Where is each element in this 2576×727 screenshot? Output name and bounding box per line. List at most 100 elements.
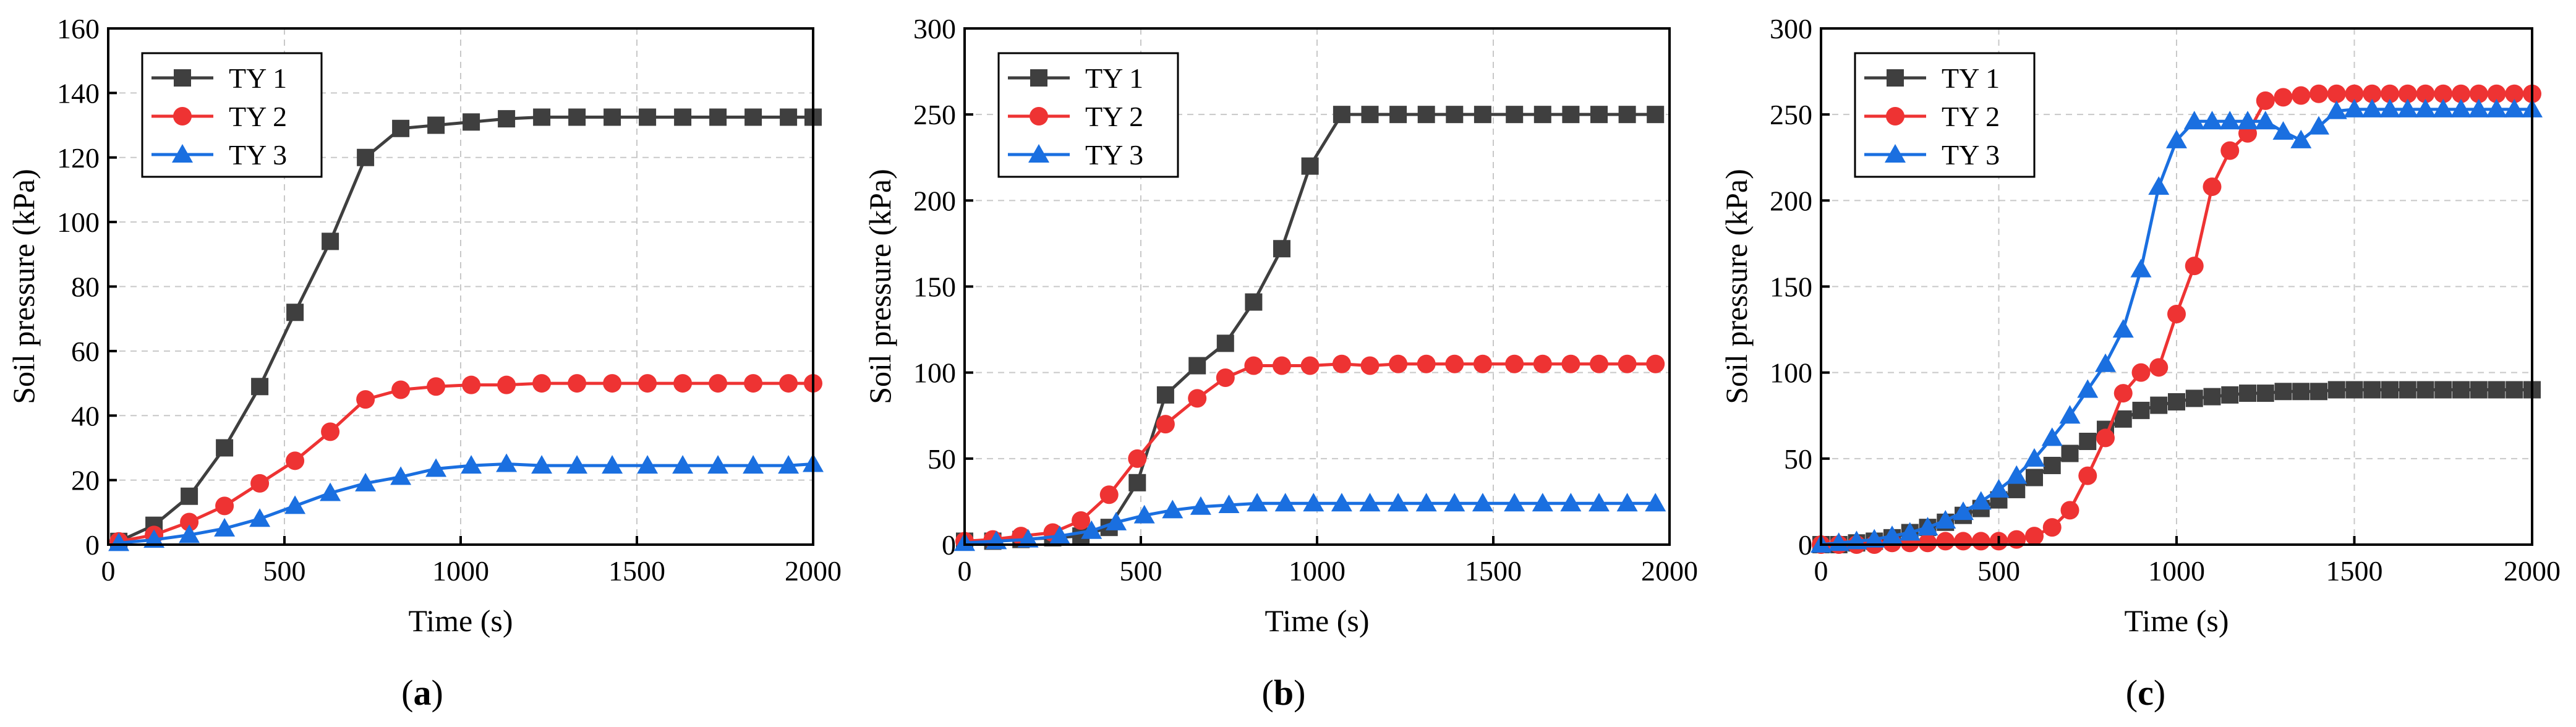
data-point [2274, 383, 2292, 401]
data-point [2166, 129, 2187, 148]
y-tick-label: 250 [913, 99, 956, 130]
chart-panel-a: 0 500 1000 1500 2000 0 20 40 60 80 100 120 140 160 Tim… [6, 13, 842, 713]
data-point [320, 482, 341, 501]
data-point [1988, 478, 2010, 498]
data-point [2345, 84, 2364, 103]
data-point [2077, 379, 2099, 398]
y-tick-label: 160 [57, 13, 100, 45]
data-point [392, 119, 410, 137]
legend-item: TY 1 [151, 62, 287, 94]
x-tick-label: 0 [101, 555, 116, 587]
x-tick-label: 0 [1814, 555, 1828, 587]
legend: TY 1 TY 2 TY 3 [997, 52, 1179, 178]
data-point [2381, 381, 2399, 399]
data-point [1106, 511, 1127, 530]
x-tick-label: 2000 [2504, 555, 2561, 587]
data-point [566, 455, 588, 474]
data-point [2363, 84, 2382, 103]
data-point [1971, 532, 1990, 551]
data-point [2237, 111, 2258, 130]
series-ty-3 [954, 493, 1666, 551]
data-point [1936, 532, 1955, 551]
data-point [1445, 354, 1464, 373]
data-point [2344, 98, 2365, 117]
data-point [251, 378, 269, 396]
legend-marker [172, 144, 193, 163]
series-ty-3 [108, 453, 824, 551]
legend-label: TY 2 [229, 101, 287, 132]
data-point [2452, 84, 2470, 103]
y-tick-label: 140 [57, 77, 100, 109]
series-line [965, 113, 1656, 543]
data-point [744, 374, 763, 393]
legend-label: TY 2 [1942, 101, 2000, 132]
legend-label: TY 3 [1942, 139, 2000, 171]
x-axis-title: Time (s) [2124, 603, 2228, 638]
data-point [498, 110, 516, 128]
data-point [1446, 106, 1464, 124]
data-point [1473, 354, 1492, 373]
data-point [2059, 405, 2081, 424]
data-point [2221, 386, 2239, 404]
data-point [2452, 381, 2470, 399]
data-point [1646, 354, 1665, 373]
data-point [1190, 496, 1211, 515]
legend-item: TY 2 [1008, 101, 1143, 132]
data-point [1505, 354, 1524, 373]
legend-item: TY 3 [1008, 139, 1143, 171]
legend-label: TY 1 [1085, 62, 1143, 94]
data-point [709, 108, 727, 126]
data-point [1532, 493, 1553, 512]
data-point [1970, 491, 1992, 510]
data-point [1616, 493, 1638, 512]
data-point [1245, 293, 1263, 311]
data-point [2363, 381, 2381, 399]
legend: TY 1 TY 2 TY 3 [1854, 52, 2036, 178]
data-point [1417, 354, 1436, 373]
data-point [2310, 383, 2327, 401]
data-point [2041, 427, 2063, 446]
legend-item: TY 1 [1864, 62, 2000, 94]
data-point [2433, 98, 2454, 117]
data-point [1882, 525, 1903, 545]
data-point [1589, 493, 1610, 512]
data-point [390, 466, 412, 485]
y-tick-label: 120 [57, 142, 100, 174]
data-point [2274, 88, 2293, 107]
data-point [1128, 449, 1147, 468]
x-axis-title: Time (s) [408, 603, 513, 638]
data-point [2025, 527, 2044, 546]
data-point [1864, 529, 1885, 548]
data-point [1561, 354, 1580, 373]
data-point [2042, 518, 2062, 537]
data-point [1099, 485, 1119, 504]
data-point [1361, 106, 1379, 124]
x-tick-label: 1500 [1465, 555, 1522, 587]
data-point [2272, 121, 2294, 140]
y-axis-title: Soil pressure (kPa) [1719, 169, 1754, 404]
data-point [1935, 510, 1956, 529]
x-tick-label: 1000 [432, 555, 489, 587]
legend-item: TY 2 [151, 101, 287, 132]
data-point [2416, 381, 2434, 399]
data-point [2487, 84, 2506, 103]
data-point [1560, 493, 1582, 512]
data-point [779, 374, 798, 393]
series-line [118, 116, 813, 543]
x-tick-label: 500 [1120, 555, 1162, 587]
data-point [2505, 84, 2524, 103]
data-point [2326, 100, 2347, 119]
y-tick-label: 150 [913, 271, 956, 303]
data-point [2361, 98, 2383, 117]
data-point [2256, 385, 2274, 402]
data-point [2470, 381, 2488, 399]
data-point [2203, 177, 2222, 197]
data-point [2416, 84, 2435, 103]
data-point [1647, 106, 1665, 124]
y-tick-label: 0 [85, 529, 100, 561]
legend-marker [1887, 69, 1904, 87]
y-tick-label: 100 [913, 357, 956, 389]
y-axis-title: Soil pressure (kPa) [6, 169, 41, 404]
data-point [2150, 396, 2168, 414]
data-point [1156, 386, 1174, 404]
